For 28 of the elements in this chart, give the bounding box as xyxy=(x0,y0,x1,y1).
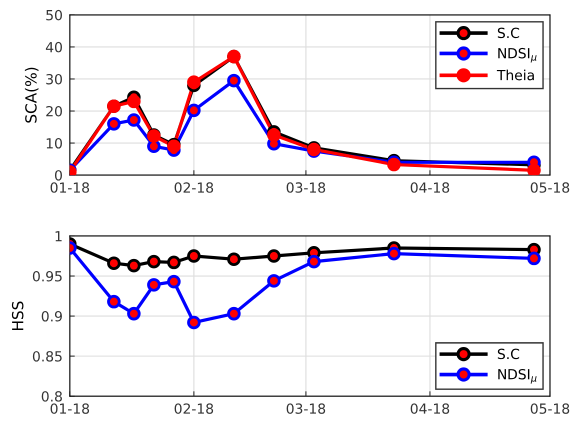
y-axis-title: SCA(%) xyxy=(24,68,39,123)
y-tick-label: 0.8 xyxy=(42,391,62,402)
y-tick-label: 50 xyxy=(46,10,62,20)
x-tick-label: 04-18 xyxy=(410,403,450,414)
y-tick-label: 0.85 xyxy=(32,351,62,362)
x-tick-label: 02-18 xyxy=(174,182,214,193)
legend-label: S.C xyxy=(498,28,520,38)
legend-label: NDSI$_{μ}$ xyxy=(498,368,537,384)
y-tick-label: 30 xyxy=(46,74,62,84)
y-axis-title: HSS xyxy=(12,301,24,330)
x-tick-label: 04-18 xyxy=(410,182,450,193)
y-tick-label: 0.95 xyxy=(32,271,62,282)
y-tick-label: 20 xyxy=(46,106,62,117)
x-tick-label: 02-18 xyxy=(174,403,214,414)
x-tick-label: 01-18 xyxy=(50,182,90,193)
y-tick-label: 0 xyxy=(54,170,62,181)
x-tick-label: 03-18 xyxy=(286,182,326,193)
legend-label: NDSI$_{μ}$ xyxy=(498,48,537,63)
legend-label: Theia xyxy=(496,70,534,80)
x-tick-label: 05-18 xyxy=(530,403,570,414)
legend-label: S.C xyxy=(498,348,520,360)
x-tick-label: 01-18 xyxy=(50,403,90,414)
x-tick-label: 03-18 xyxy=(286,403,326,414)
x-tick-label: 05-18 xyxy=(530,182,570,193)
y-tick-label: 10 xyxy=(46,138,62,149)
y-tick-label: 0.9 xyxy=(42,311,62,322)
y-tick-label: 1 xyxy=(56,231,62,242)
y-tick-label: 40 xyxy=(46,42,62,52)
